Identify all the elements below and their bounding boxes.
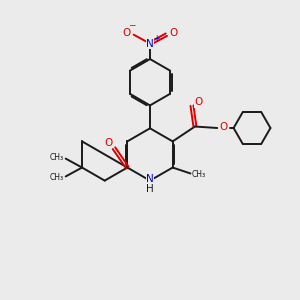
Text: CH₃: CH₃ — [49, 173, 63, 182]
Text: O: O — [194, 97, 202, 107]
Text: N: N — [146, 39, 154, 49]
Text: O: O — [220, 122, 228, 131]
Text: −: − — [128, 21, 135, 30]
Text: O: O — [104, 138, 113, 148]
Text: CH₃: CH₃ — [192, 169, 206, 178]
Text: +: + — [153, 34, 159, 43]
Text: O: O — [122, 28, 130, 38]
Text: O: O — [170, 28, 178, 38]
Text: H: H — [146, 184, 154, 194]
Text: CH₃: CH₃ — [49, 153, 63, 162]
Text: N: N — [146, 174, 154, 184]
